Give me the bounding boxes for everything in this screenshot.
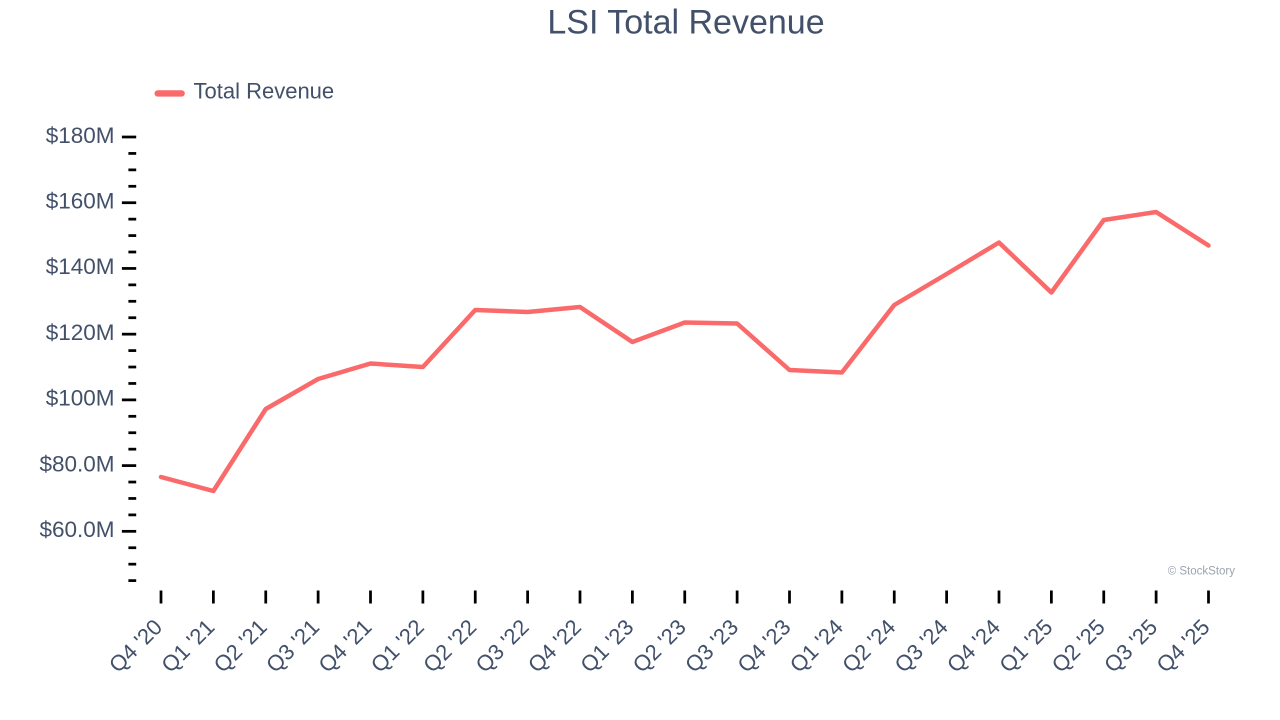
svg-text:Q3 '25: Q3 '25	[1099, 614, 1162, 677]
svg-text:Q3 '23: Q3 '23	[680, 614, 743, 677]
svg-text:$160M: $160M	[46, 189, 115, 214]
svg-text:Q4 '20: Q4 '20	[104, 614, 167, 677]
svg-text:Q1 '22: Q1 '22	[366, 614, 429, 677]
svg-text:Q4 '21: Q4 '21	[314, 614, 377, 677]
svg-text:$180M: $180M	[46, 123, 115, 148]
svg-text:Q4 '25: Q4 '25	[1152, 614, 1215, 677]
svg-text:$80.0M: $80.0M	[39, 451, 114, 476]
svg-text:$60.0M: $60.0M	[39, 517, 114, 542]
svg-text:Q3 '24: Q3 '24	[890, 614, 953, 677]
svg-text:LSI Total Revenue: LSI Total Revenue	[547, 4, 824, 42]
svg-text:Q3 '22: Q3 '22	[471, 614, 534, 677]
svg-text:Q1 '25: Q1 '25	[994, 614, 1057, 677]
svg-text:Q2 '22: Q2 '22	[418, 614, 481, 677]
svg-text:$100M: $100M	[46, 386, 115, 411]
svg-text:$140M: $140M	[46, 254, 115, 279]
svg-text:Q2 '23: Q2 '23	[628, 614, 691, 677]
svg-text:Q4 '23: Q4 '23	[733, 614, 796, 677]
svg-text:Q1 '24: Q1 '24	[785, 614, 848, 677]
svg-text:© StockStory: © StockStory	[1168, 566, 1236, 578]
svg-text:Q4 '22: Q4 '22	[523, 614, 586, 677]
svg-text:Q3 '21: Q3 '21	[261, 614, 324, 677]
svg-text:Q4 '24: Q4 '24	[942, 614, 1005, 677]
svg-text:$120M: $120M	[46, 320, 115, 345]
svg-text:Q1 '21: Q1 '21	[156, 614, 219, 677]
svg-text:Q2 '24: Q2 '24	[837, 614, 900, 677]
svg-text:Q1 '23: Q1 '23	[575, 614, 638, 677]
svg-text:Q2 '21: Q2 '21	[209, 614, 272, 677]
svg-text:Total Revenue: Total Revenue	[194, 79, 335, 104]
svg-text:Q2 '25: Q2 '25	[1047, 614, 1110, 677]
